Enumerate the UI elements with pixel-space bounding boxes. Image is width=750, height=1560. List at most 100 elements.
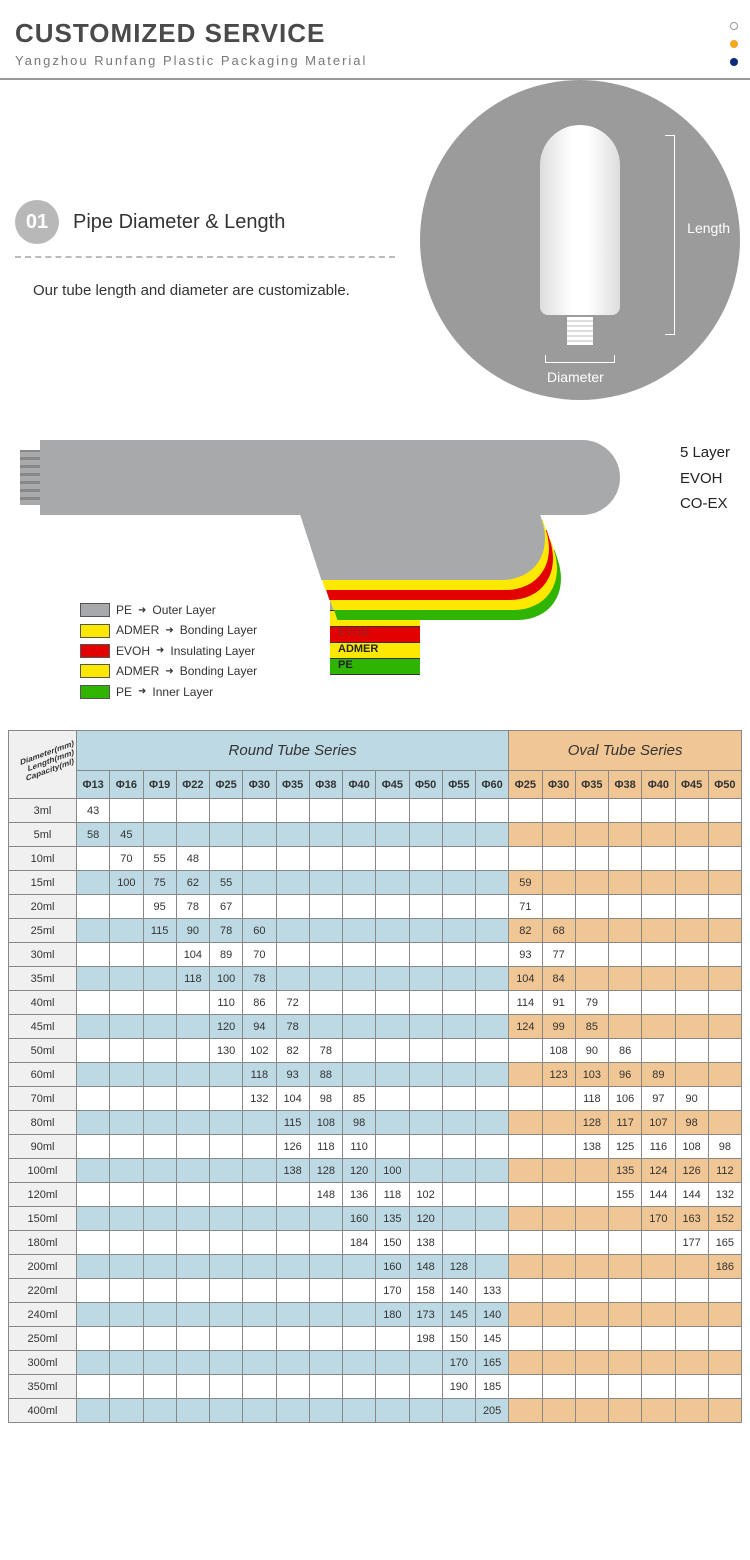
cell [110, 1375, 143, 1399]
cell [343, 967, 376, 991]
cell [509, 847, 542, 871]
cell [708, 1375, 741, 1399]
cell [476, 919, 509, 943]
cell [376, 895, 409, 919]
cell [542, 1303, 575, 1327]
cell: 104 [176, 943, 209, 967]
cell [276, 895, 309, 919]
cell: 102 [409, 1183, 442, 1207]
capacity-cell: 120ml [9, 1183, 77, 1207]
cell: 133 [476, 1279, 509, 1303]
cell [210, 1279, 243, 1303]
cell [143, 1039, 176, 1063]
cell [409, 1399, 442, 1423]
cell [376, 1399, 409, 1423]
cell: 110 [210, 991, 243, 1015]
cell [77, 967, 110, 991]
cell [609, 991, 642, 1015]
cell [243, 1183, 276, 1207]
cell [343, 1351, 376, 1375]
table-row: 40ml11086721149179 [9, 991, 742, 1015]
cell [542, 1207, 575, 1231]
cell [77, 1303, 110, 1327]
cell [442, 871, 475, 895]
cell [110, 799, 143, 823]
cell [210, 1063, 243, 1087]
cell: 88 [309, 1063, 342, 1087]
capacity-cell: 5ml [9, 823, 77, 847]
cell [708, 967, 741, 991]
dot-2 [730, 40, 738, 48]
cell [476, 967, 509, 991]
cell [210, 1207, 243, 1231]
cell [642, 1327, 675, 1351]
cell: 130 [210, 1039, 243, 1063]
cell: 118 [376, 1183, 409, 1207]
cell: 120 [343, 1159, 376, 1183]
cell [77, 991, 110, 1015]
cell [243, 1159, 276, 1183]
cell [210, 1183, 243, 1207]
col-header: Φ35 [575, 771, 608, 799]
cell [309, 1207, 342, 1231]
cell [77, 1351, 110, 1375]
cell: 93 [276, 1063, 309, 1087]
cell: 98 [343, 1111, 376, 1135]
col-header: Φ19 [143, 771, 176, 799]
cell [176, 1135, 209, 1159]
col-header: Φ55 [442, 771, 475, 799]
cell [210, 1399, 243, 1423]
cell [176, 1087, 209, 1111]
cell [243, 1255, 276, 1279]
table-row: 250ml198150145 [9, 1327, 742, 1351]
cell: 93 [509, 943, 542, 967]
legend-row: EVOH➜Insulating Layer [80, 641, 257, 661]
cell [376, 943, 409, 967]
cell [476, 1015, 509, 1039]
cell [276, 823, 309, 847]
cell [609, 1399, 642, 1423]
cell: 89 [642, 1063, 675, 1087]
capacity-cell: 20ml [9, 895, 77, 919]
cell: 107 [642, 1111, 675, 1135]
cell [542, 1135, 575, 1159]
col-header: Φ22 [176, 771, 209, 799]
cell [110, 991, 143, 1015]
cell [708, 847, 741, 871]
cell [708, 823, 741, 847]
side-labels: 5 LayerEVOHCO-EX [680, 440, 730, 517]
cell [509, 1399, 542, 1423]
cell: 68 [542, 919, 575, 943]
cell: 128 [575, 1111, 608, 1135]
cell [143, 1135, 176, 1159]
cell [609, 895, 642, 919]
cell [143, 1303, 176, 1327]
cell: 190 [442, 1375, 475, 1399]
cell [675, 871, 708, 895]
cell: 135 [609, 1159, 642, 1183]
cell [176, 1207, 209, 1231]
cell [276, 1255, 309, 1279]
cell [210, 847, 243, 871]
cell [509, 1183, 542, 1207]
cell [309, 1303, 342, 1327]
cell [509, 1351, 542, 1375]
cell [77, 1063, 110, 1087]
cell [609, 1327, 642, 1351]
page-subtitle: Yangzhou Runfang Plastic Packaging Mater… [15, 53, 735, 68]
cell [210, 823, 243, 847]
cell: 100 [210, 967, 243, 991]
cell [609, 847, 642, 871]
cell: 116 [642, 1135, 675, 1159]
cell [176, 823, 209, 847]
oval-series-header: Oval Tube Series [509, 731, 742, 771]
cell [542, 1399, 575, 1423]
cell [343, 847, 376, 871]
cell [542, 1183, 575, 1207]
cell: 75 [143, 871, 176, 895]
cell: 124 [509, 1015, 542, 1039]
cell [243, 1399, 276, 1423]
col-header: Φ45 [376, 771, 409, 799]
cell: 144 [642, 1183, 675, 1207]
cell [409, 1351, 442, 1375]
